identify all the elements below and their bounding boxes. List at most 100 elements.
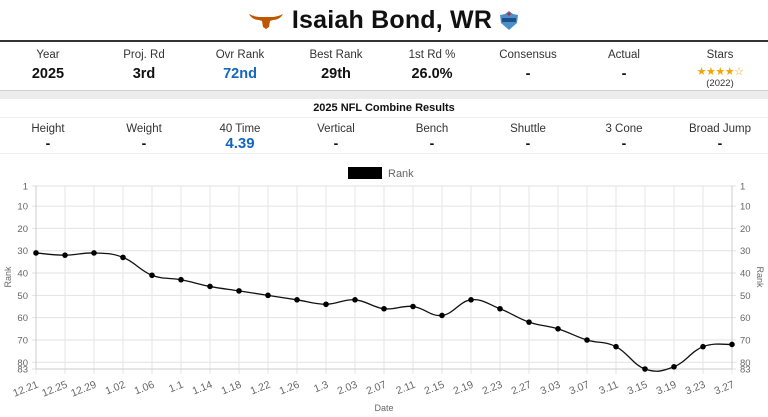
data-point[interactable] (91, 250, 97, 256)
star-filled-icon: ★ (724, 66, 735, 78)
data-point[interactable] (207, 283, 213, 290)
header-divider (0, 40, 768, 42)
combine-label: 40 Time (219, 123, 261, 135)
stat-value: 2025 (31, 66, 65, 82)
combine-label: Shuttle (510, 123, 546, 135)
star-filled-icon: ★ (715, 66, 725, 78)
x-tick-label: 3.03 (539, 379, 563, 398)
data-point[interactable] (613, 343, 619, 350)
data-point[interactable] (294, 297, 300, 303)
data-point[interactable] (468, 297, 474, 303)
y-tick-label-right: 10 (740, 202, 751, 213)
combine-40-time: 40 Time 4.39 (192, 119, 288, 153)
combine-weight: Weight - (96, 119, 192, 153)
draft-stats-row: Year 2025 Proj. Rd 3rd Ovr Rank 72nd Bes… (0, 43, 768, 90)
stat-first-round-pct: 1st Rd % 26.0% (384, 43, 480, 90)
data-point[interactable] (700, 343, 706, 350)
data-point[interactable] (642, 366, 648, 372)
x-tick-label: 1.3 (312, 379, 330, 396)
combine-broad-jump: Broad Jump - (672, 119, 768, 153)
data-point[interactable] (323, 301, 329, 308)
combine-label: 3 Cone (605, 123, 643, 135)
data-point[interactable] (265, 292, 271, 299)
x-tick-label: 1.1 (167, 379, 185, 396)
y-tick-label-right: 50 (740, 291, 751, 302)
data-point[interactable] (120, 254, 126, 261)
data-point[interactable] (62, 252, 68, 258)
star-rating: ★★★★☆ (672, 66, 768, 78)
data-point[interactable] (439, 312, 445, 319)
data-point[interactable] (33, 250, 39, 256)
stat-value: 72nd (223, 66, 257, 82)
y-tick-label-right: 1 (740, 182, 745, 193)
x-tick-label: 2.15 (423, 379, 447, 398)
y-tick-label: 70 (17, 335, 28, 346)
star-filled-icon: ★ (696, 66, 707, 78)
combine-3-cone: 3 Cone - (576, 119, 672, 153)
data-point[interactable] (178, 276, 184, 283)
data-point[interactable] (497, 305, 503, 312)
stat-ovr-rank: Ovr Rank 72nd (192, 43, 288, 90)
y-tick-label-right: 40 (740, 269, 751, 280)
combine-value: - (333, 135, 339, 151)
x-tick-label: 3.19 (655, 379, 679, 398)
stat-label: Ovr Rank (215, 49, 265, 61)
player-name: Isaiah Bond, WR (291, 5, 493, 34)
stat-label: Consensus (499, 49, 557, 61)
data-point[interactable] (526, 319, 532, 325)
data-point[interactable] (729, 341, 735, 348)
data-point[interactable] (381, 305, 387, 312)
combine-results-row: Height - Weight - 40 Time 4.39 Vertical … (0, 119, 768, 154)
legend-swatch[interactable] (348, 167, 382, 179)
stat-consensus: Consensus - (480, 43, 576, 90)
combine-value: - (141, 135, 147, 151)
data-point[interactable] (410, 303, 416, 310)
stat-label: Proj. Rd (123, 49, 165, 61)
combine-value: - (621, 135, 627, 151)
x-tick-label: 3.27 (713, 379, 737, 398)
y-tick-label: 40 (17, 269, 28, 280)
stat-label: 1st Rd % (408, 49, 456, 61)
stat-proj-rd: Proj. Rd 3rd (96, 43, 192, 90)
stat-label: Stars (706, 49, 734, 61)
y-tick-label-right: 60 (740, 313, 751, 324)
y-tick-label: 20 (17, 224, 28, 235)
legend-label[interactable]: Rank (388, 168, 414, 180)
stat-label: Best Rank (309, 49, 363, 61)
data-point[interactable] (352, 297, 358, 303)
x-tick-label: 1.02 (104, 379, 128, 398)
x-tick-label: 2.03 (336, 379, 360, 398)
x-tick-label: 12.21 (11, 379, 40, 400)
stat-value: - (621, 66, 627, 82)
y-tick-label-right: 20 (740, 224, 751, 235)
data-point[interactable] (555, 326, 561, 332)
combine-bench: Bench - (384, 119, 480, 153)
y-tick-label: 60 (17, 313, 28, 324)
data-point[interactable] (671, 363, 677, 370)
y-tick-label: 50 (17, 291, 28, 302)
nfl-combine-badge-icon (500, 11, 519, 30)
combine-value: - (429, 135, 435, 151)
combine-label: Height (31, 123, 65, 135)
data-point[interactable] (236, 288, 242, 294)
combine-value: 4.39 (225, 135, 255, 152)
rank-history-chart: Rank 1 1 10 10 20 20 30 30 40 40 50 50 60 60 70 70 80 80 83… (0, 160, 768, 417)
combine-shuttle: Shuttle - (480, 119, 576, 153)
stat-actual: Actual - (576, 43, 672, 90)
combine-value: - (45, 135, 51, 151)
combine-label: Weight (126, 123, 162, 135)
stat-value: - (525, 66, 531, 82)
y-tick-label-right: 83 (740, 365, 751, 376)
y-axis-title-right: Rank (755, 266, 765, 288)
star-filled-icon: ★ (705, 66, 716, 78)
y-tick-label: 80 (17, 358, 28, 369)
stat-value: 29th (321, 66, 351, 82)
page-header: Isaiah Bond, WR (0, 0, 768, 40)
stat-year: Year 2025 (0, 43, 96, 90)
combine-title: 2025 NFL Combine Results (0, 99, 768, 118)
data-point[interactable] (149, 272, 155, 279)
combine-value: - (525, 135, 531, 151)
y-tick-label: 10 (17, 202, 28, 213)
data-point[interactable] (584, 337, 590, 343)
